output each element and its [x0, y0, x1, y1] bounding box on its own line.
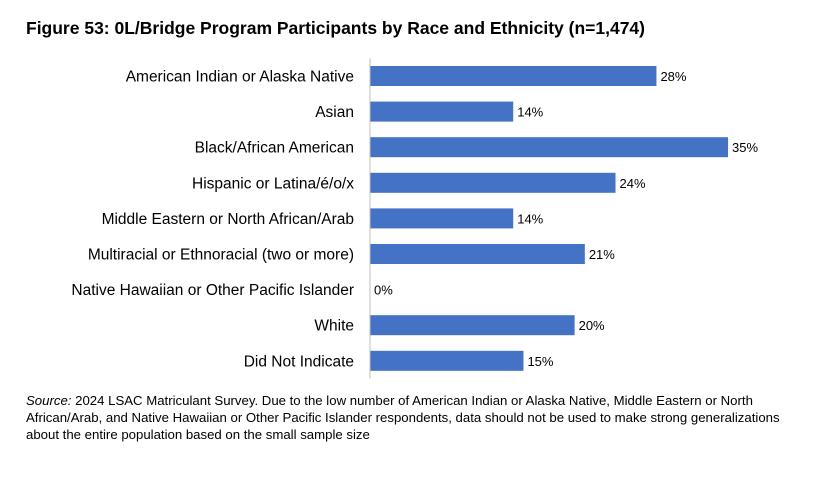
labels-layer: American Indian or Alaska Native 28% Asian… [71, 69, 758, 371]
bar [370, 315, 575, 336]
data-label: 14% [517, 105, 543, 120]
bar [370, 172, 616, 193]
data-label: 15% [527, 354, 553, 369]
bar [370, 101, 514, 122]
category-label: Asian [315, 104, 354, 121]
data-label: 35% [732, 140, 758, 155]
data-label: 21% [589, 247, 615, 262]
category-label: Black/African American [195, 140, 354, 157]
bar [370, 350, 524, 371]
category-label: Middle Eastern or North African/Arab [102, 211, 354, 228]
bar-chart: American Indian or Alaska Native 28% Asian… [71, 58, 759, 379]
bar [370, 244, 585, 264]
data-label: 20% [579, 318, 605, 333]
bar [370, 137, 729, 158]
source-label: Source: [26, 393, 72, 408]
category-label: Multiracial or Ethnoracial (two or more) [88, 247, 354, 264]
bar [370, 66, 657, 86]
data-label: 14% [517, 211, 543, 226]
category-label: American Indian or Alaska Native [126, 69, 354, 86]
data-label: 28% [660, 69, 686, 84]
data-label: 24% [620, 176, 646, 191]
bar [370, 208, 514, 229]
category-label: Did Not Indicate [244, 353, 354, 370]
data-label: 0% [374, 283, 393, 298]
source-text: 2024 LSAC Matriculant Survey. Due to the… [26, 393, 780, 442]
category-label: Hispanic or Latina/é/o/x [192, 175, 354, 192]
bars-layer [370, 66, 729, 371]
category-label: White [314, 318, 354, 335]
category-label: Native Hawaiian or Other Pacific Islande… [71, 282, 354, 299]
source-note: Source: 2024 LSAC Matriculant Survey. Du… [26, 392, 806, 443]
chart-title: Figure 53: 0L/Bridge Program Participant… [26, 18, 645, 38]
